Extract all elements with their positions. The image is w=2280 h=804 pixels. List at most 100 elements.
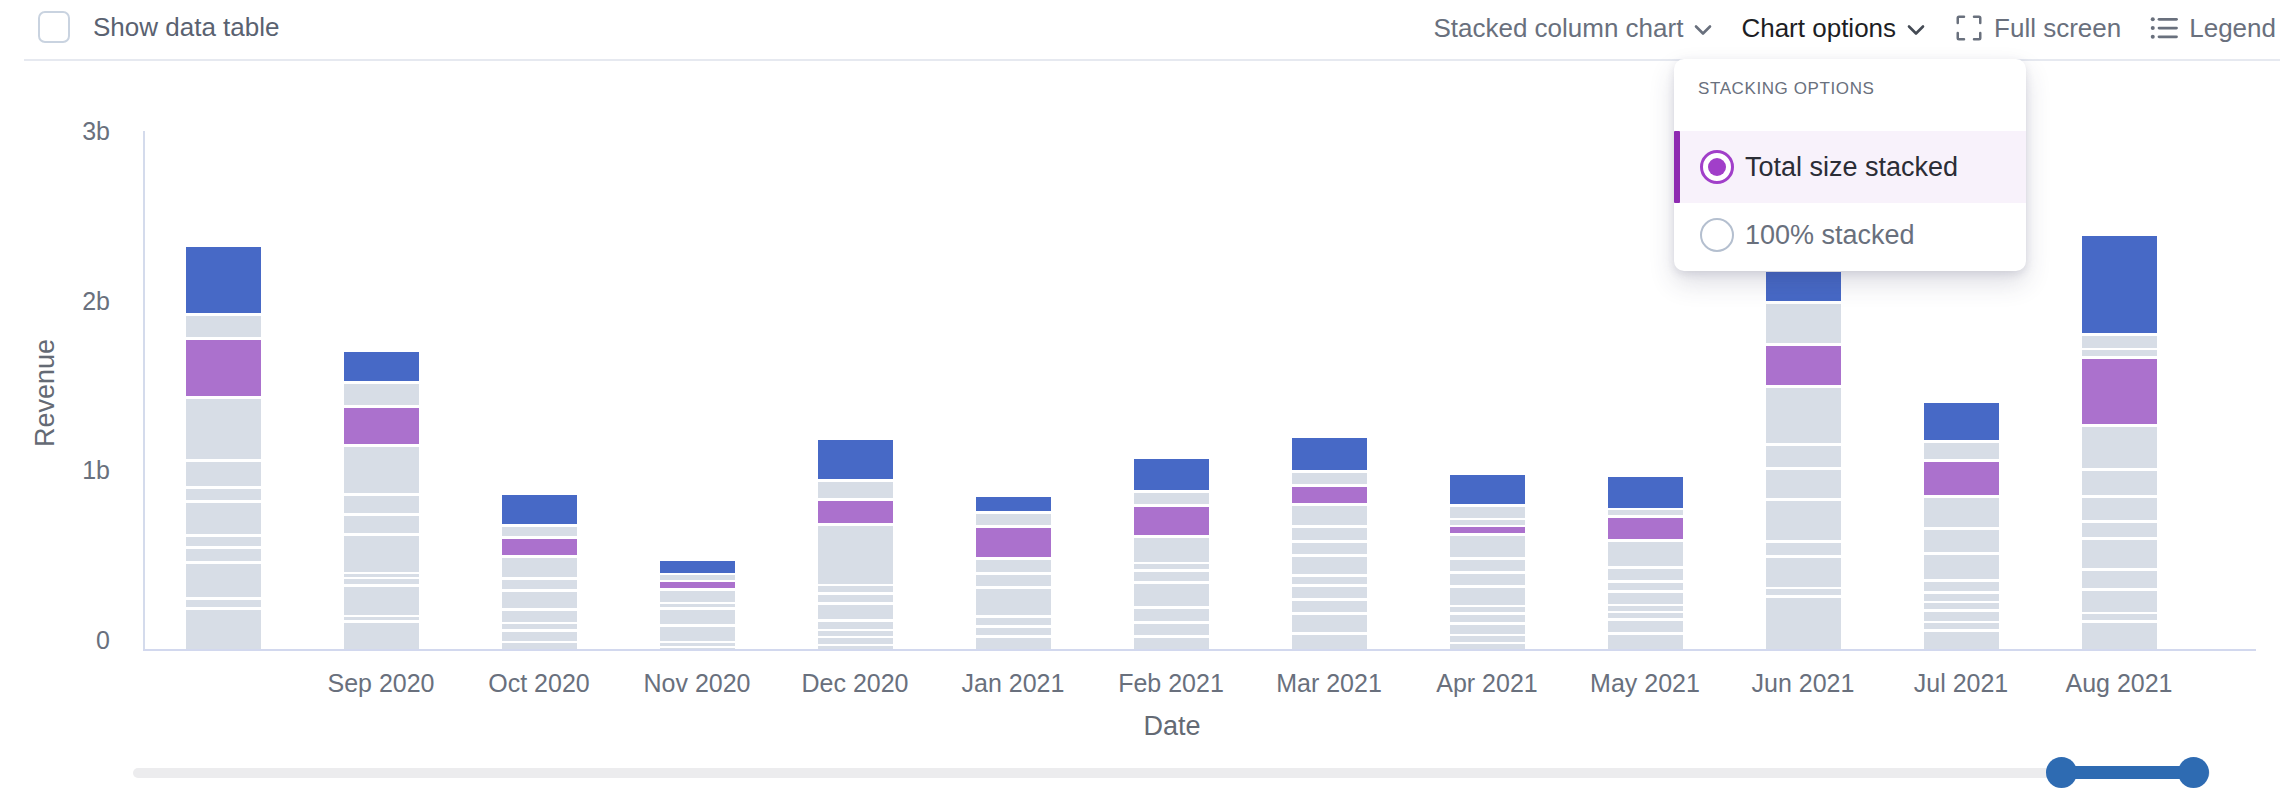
bar-segment-blue[interactable] — [186, 247, 261, 313]
bar-segment-purple[interactable] — [976, 525, 1051, 557]
bar-segment-gray[interactable] — [186, 607, 261, 649]
bar-segment-gray[interactable] — [344, 533, 419, 572]
bar-segment-blue[interactable] — [1292, 438, 1367, 470]
bar-segment-gray[interactable] — [1450, 504, 1525, 518]
time-slider-left-handle[interactable] — [2046, 757, 2077, 788]
bar-segment-gray[interactable] — [344, 584, 419, 615]
bar-segment-gray[interactable] — [186, 500, 261, 534]
chart-options-dropdown[interactable]: Chart options — [1741, 13, 1926, 44]
bar-Feb 2021[interactable] — [1134, 459, 1209, 649]
bar-segment-gray[interactable] — [1766, 467, 1841, 498]
bar-segment-blue[interactable] — [660, 561, 735, 573]
bar-segment-gray[interactable] — [1134, 581, 1209, 606]
bar-segment-gray[interactable] — [818, 644, 893, 649]
bar-segment-gray[interactable] — [2082, 424, 2157, 468]
bar-segment-gray[interactable] — [2082, 495, 2157, 520]
bar-segment-gray[interactable] — [2082, 348, 2157, 356]
radio-unselected-icon[interactable] — [1700, 218, 1734, 252]
bar-segment-gray[interactable] — [2082, 537, 2157, 568]
bar-segment-gray[interactable] — [186, 459, 261, 486]
bar-Dec 2020[interactable] — [818, 440, 893, 649]
bar-segment-gray[interactable] — [1134, 490, 1209, 504]
bar-segment-gray[interactable] — [186, 546, 261, 561]
bar-segment-gray[interactable] — [186, 534, 261, 546]
full-screen-button[interactable]: Full screen — [1954, 13, 2121, 44]
bar-segment-gray[interactable] — [344, 620, 419, 649]
bar-segment-gray[interactable] — [976, 635, 1051, 649]
bar-segment-gray[interactable] — [1292, 470, 1367, 484]
bar-segment-purple[interactable] — [186, 337, 261, 396]
bar-segment-gray[interactable] — [2082, 612, 2157, 620]
time-slider-track[interactable] — [133, 768, 2210, 778]
bar-segment-purple[interactable] — [818, 498, 893, 523]
bar-segment-gray[interactable] — [1924, 609, 1999, 621]
bar-segment-gray[interactable] — [1134, 621, 1209, 635]
bar-segment-gray[interactable] — [1134, 569, 1209, 581]
bar-segment-blue[interactable] — [2082, 236, 2157, 333]
bar-segment-gray[interactable] — [1766, 385, 1841, 443]
bar-segment-gray[interactable] — [1608, 508, 1683, 515]
bar-segment-purple[interactable] — [344, 405, 419, 444]
show-data-table-checkbox[interactable] — [38, 11, 70, 43]
bar-segment-gray[interactable] — [976, 615, 1051, 625]
bar-segment-gray[interactable] — [502, 577, 577, 589]
bar-segment-gray[interactable] — [1292, 554, 1367, 574]
bar-segment-purple[interactable] — [1134, 504, 1209, 535]
bar-segment-gray[interactable] — [818, 619, 893, 629]
bar-segment-purple[interactable] — [1450, 525, 1525, 533]
bar-segment-gray[interactable] — [660, 588, 735, 602]
bar-segment-gray[interactable] — [818, 584, 893, 592]
bar-segment-blue[interactable] — [1924, 403, 1999, 440]
bar-segment-gray[interactable] — [344, 577, 419, 584]
bar-segment-gray[interactable] — [1134, 535, 1209, 562]
bar-segment-blue[interactable] — [1134, 459, 1209, 490]
bar-segment-blue[interactable] — [1766, 272, 1841, 301]
bar-segment-gray[interactable] — [1766, 587, 1841, 595]
bar-segment-gray[interactable] — [1924, 629, 1999, 649]
time-slider-selected-range[interactable] — [2061, 766, 2193, 779]
bar-segment-gray[interactable] — [1608, 604, 1683, 611]
bar-segment-gray[interactable] — [976, 586, 1051, 615]
bar-segment-gray[interactable] — [2082, 468, 2157, 495]
bar-segment-gray[interactable] — [1450, 622, 1525, 634]
bar-segment-gray[interactable] — [1292, 612, 1367, 632]
bar-segment-gray[interactable] — [976, 625, 1051, 635]
time-slider-right-handle[interactable] — [2178, 757, 2209, 788]
bar-segment-gray[interactable] — [502, 629, 577, 641]
bar-segment-gray[interactable] — [186, 313, 261, 337]
bar-segment-gray[interactable] — [344, 493, 419, 513]
bar-segment-gray[interactable] — [2082, 333, 2157, 348]
bar-segment-gray[interactable] — [1292, 584, 1367, 598]
bar-segment-gray[interactable] — [1924, 591, 1999, 601]
bar-segment-purple[interactable] — [660, 580, 735, 588]
bar-segment-gray[interactable] — [344, 513, 419, 533]
bar-segment-gray[interactable] — [502, 641, 577, 649]
show-data-table-toggle[interactable]: Show data table — [38, 11, 279, 43]
bar-segment-gray[interactable] — [344, 381, 419, 405]
bar-segment-blue[interactable] — [1608, 477, 1683, 508]
bar-segment-gray[interactable] — [1450, 612, 1525, 622]
bar-May 2021[interactable] — [1608, 477, 1683, 649]
bar-segment-gray[interactable] — [1450, 642, 1525, 649]
bar-partial-month[interactable] — [186, 247, 261, 649]
bar-segment-gray[interactable] — [1608, 611, 1683, 618]
bar-segment-gray[interactable] — [2082, 620, 2157, 649]
bar-segment-gray[interactable] — [1450, 585, 1525, 605]
bar-segment-gray[interactable] — [1292, 598, 1367, 612]
bar-segment-gray[interactable] — [186, 561, 261, 597]
bar-segment-gray[interactable] — [1134, 606, 1209, 621]
bar-segment-blue[interactable] — [818, 440, 893, 479]
bar-segment-blue[interactable] — [976, 497, 1051, 511]
bar-Aug 2021[interactable] — [2082, 236, 2157, 649]
bar-segment-gray[interactable] — [660, 573, 735, 580]
bar-segment-gray[interactable] — [1134, 635, 1209, 649]
bar-segment-gray[interactable] — [1450, 571, 1525, 585]
chart-type-dropdown[interactable]: Stacked column chart — [1433, 13, 1713, 44]
bar-segment-gray[interactable] — [1292, 525, 1367, 540]
bar-segment-gray[interactable] — [1134, 562, 1209, 569]
bar-segment-gray[interactable] — [502, 555, 577, 577]
bar-segment-gray[interactable] — [660, 624, 735, 641]
menu-item-total-size-stacked[interactable]: Total size stacked — [1674, 131, 2026, 203]
bar-segment-gray[interactable] — [1608, 590, 1683, 604]
bar-segment-gray[interactable] — [502, 608, 577, 622]
